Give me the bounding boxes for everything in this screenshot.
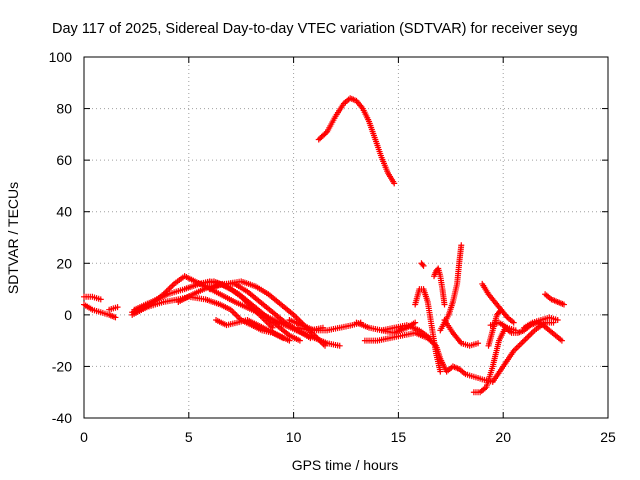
y-tick-label: 60 (56, 152, 72, 168)
series-arc-9 (206, 280, 314, 342)
y-tick-label: -40 (52, 410, 72, 426)
series-arc-26 (542, 291, 567, 308)
data-point (458, 242, 465, 249)
data-point (525, 333, 532, 340)
data-point (286, 337, 293, 344)
y-tick-label: -20 (52, 358, 72, 374)
data-point (322, 342, 329, 349)
y-tick-label: 40 (56, 204, 72, 220)
data-point (524, 334, 531, 341)
series-arc-3 (106, 304, 121, 313)
data-point (269, 324, 276, 331)
data-point (292, 313, 299, 320)
y-tick-label: 100 (49, 49, 73, 65)
series-arc-21 (441, 317, 482, 349)
data-point (169, 282, 176, 289)
data-point (168, 283, 175, 290)
data-point (391, 180, 398, 187)
data-point (336, 342, 343, 349)
series-arc-8 (196, 278, 303, 344)
data-point (296, 337, 303, 344)
x-tick-label: 10 (286, 429, 302, 445)
series-arc-27 (521, 314, 561, 331)
data-point (558, 337, 565, 344)
data-point (516, 342, 523, 349)
data-point (522, 336, 529, 343)
series-arc-17 (412, 286, 444, 375)
data-point (112, 314, 119, 321)
data-point (527, 331, 534, 338)
data-point (412, 319, 419, 326)
y-tick-label: 20 (56, 255, 72, 271)
series-arc-19 (431, 265, 448, 308)
plot-frame (83, 56, 609, 419)
data-point (528, 330, 535, 337)
data-point (560, 301, 567, 308)
y-tick-label: 80 (56, 101, 72, 117)
y-tick-label: 0 (64, 307, 72, 323)
x-tick-label: 0 (80, 429, 88, 445)
y-axis-label: SDTVAR / TECUs (5, 182, 21, 294)
series-arc-1 (81, 301, 119, 321)
data-point (518, 340, 525, 347)
data-point (554, 317, 561, 324)
data-point (521, 337, 528, 344)
series-arc-7 (175, 278, 329, 349)
data-point (232, 311, 239, 318)
data-point (97, 296, 104, 303)
x-tick-label: 15 (391, 429, 407, 445)
x-axis-label: GPS time / hours (292, 457, 399, 473)
data-points (81, 95, 567, 396)
data-point (513, 345, 520, 352)
series-arc-20 (437, 242, 465, 334)
series-arc-18 (418, 260, 427, 269)
data-point (233, 312, 240, 319)
x-tick-label: 20 (495, 429, 511, 445)
series-arc-2 (81, 293, 104, 303)
data-point (114, 304, 121, 311)
tick-labels: 0 5 10 15 20 25 -40 -20 0 20 40 60 80 100 (49, 49, 616, 445)
data-point (515, 343, 522, 350)
data-point (420, 262, 427, 269)
data-point (498, 306, 505, 313)
grid-lines (84, 57, 608, 418)
data-point (497, 307, 504, 314)
data-point (510, 319, 517, 326)
series-arc-10 (213, 317, 293, 344)
data-point (230, 309, 237, 316)
series-arc-12 (294, 324, 326, 334)
chart-title: Day 117 of 2025, Sidereal Day-to-day VTE… (52, 21, 578, 37)
data-point (437, 368, 444, 375)
data-point (530, 328, 537, 335)
data-point (441, 301, 448, 308)
data-point (475, 340, 482, 347)
data-point (519, 339, 526, 346)
series-arc-16 (378, 319, 419, 336)
data-point (419, 261, 426, 268)
x-tick-label: 25 (600, 429, 616, 445)
data-point (512, 327, 519, 334)
series-arc-13 (315, 95, 398, 187)
series-arc-25 (485, 306, 505, 349)
data-point (319, 324, 326, 331)
axes (83, 56, 609, 419)
series-arc-22 (470, 319, 565, 396)
x-tick-label: 5 (185, 429, 193, 445)
data-point (307, 335, 314, 342)
data-point (322, 130, 329, 137)
